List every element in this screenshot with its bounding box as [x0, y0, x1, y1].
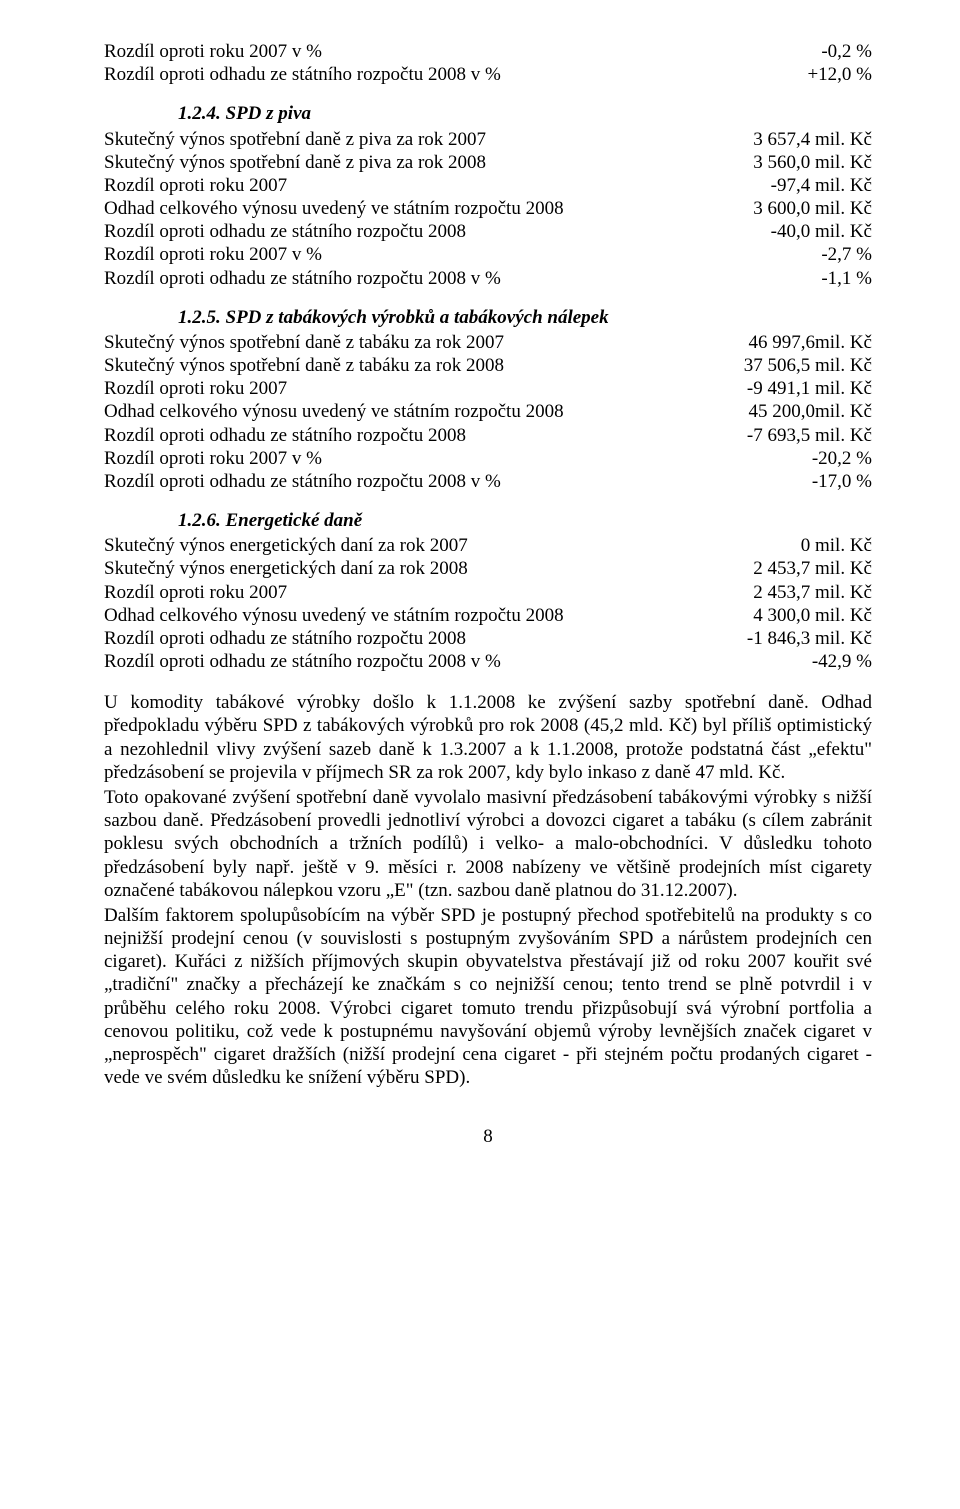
stat-value: -1,1 %	[821, 267, 872, 290]
stat-value: -17,0 %	[812, 470, 872, 493]
stat-row: Rozdíl oproti odhadu ze státního rozpočt…	[104, 627, 872, 650]
stat-value: -2,7 %	[821, 243, 872, 266]
stat-label: Rozdíl oproti roku 2007 v %	[104, 447, 812, 470]
stat-label: Rozdíl oproti odhadu ze státního rozpočt…	[104, 220, 771, 243]
stat-label: Odhad celkového výnosu uvedený ve státní…	[104, 604, 753, 627]
stat-label: Rozdíl oproti odhadu ze státního rozpočt…	[104, 267, 821, 290]
stat-label: Rozdíl oproti roku 2007 v %	[104, 40, 821, 63]
stat-value: -1 846,3 mil. Kč	[747, 627, 872, 650]
stat-value: -9 491,1 mil. Kč	[747, 377, 872, 400]
section-heading-126: 1.2.6. Energetické daně	[178, 509, 872, 532]
stat-value: 2 453,7 mil. Kč	[753, 557, 872, 580]
stat-value: -97,4 mil. Kč	[771, 174, 872, 197]
stat-value: 3 657,4 mil. Kč	[753, 128, 872, 151]
stat-value: 0 mil. Kč	[801, 534, 872, 557]
body-paragraph: U komodity tabákové výrobky došlo k 1.1.…	[104, 691, 872, 784]
stat-label: Rozdíl oproti roku 2007 v %	[104, 243, 821, 266]
stat-row: Rozdíl oproti roku 2007 v % -2,7 %	[104, 243, 872, 266]
stat-value: -40,0 mil. Kč	[771, 220, 872, 243]
stat-value: 2 453,7 mil. Kč	[753, 581, 872, 604]
document-page: Rozdíl oproti roku 2007 v % -0,2 % Rozdí…	[0, 0, 960, 1188]
section-heading-125: 1.2.5. SPD z tabákových výrobků a tabáko…	[178, 306, 872, 329]
stat-label: Odhad celkového výnosu uvedený ve státní…	[104, 197, 753, 220]
stat-value: -7 693,5 mil. Kč	[747, 424, 872, 447]
stat-label: Skutečný výnos spotřební daně z tabáku z…	[104, 331, 749, 354]
stat-label: Odhad celkového výnosu uvedený ve státní…	[104, 400, 749, 423]
section-heading-124: 1.2.4. SPD z piva	[178, 102, 872, 125]
stat-label: Skutečný výnos energetických daní za rok…	[104, 557, 753, 580]
stat-row: Rozdíl oproti roku 2007 v % -20,2 %	[104, 447, 872, 470]
stat-label: Rozdíl oproti odhadu ze státního rozpočt…	[104, 650, 812, 673]
stat-value: 37 506,5 mil. Kč	[744, 354, 872, 377]
stat-row: Rozdíl oproti roku 2007 -9 491,1 mil. Kč	[104, 377, 872, 400]
stat-row: Skutečný výnos spotřební daně z tabáku z…	[104, 354, 872, 377]
stat-row: Rozdíl oproti odhadu ze státního rozpočt…	[104, 220, 872, 243]
body-paragraph: Toto opakované zvýšení spotřební daně vy…	[104, 786, 872, 902]
stat-row: Skutečný výnos spotřební daně z piva za …	[104, 151, 872, 174]
stat-label: Skutečný výnos spotřební daně z piva za …	[104, 151, 753, 174]
stat-row: Rozdíl oproti roku 2007 2 453,7 mil. Kč	[104, 581, 872, 604]
stat-row: Odhad celkového výnosu uvedený ve státní…	[104, 400, 872, 423]
stat-value: 4 300,0 mil. Kč	[753, 604, 872, 627]
stat-label: Skutečný výnos energetických daní za rok…	[104, 534, 801, 557]
stat-row: Odhad celkového výnosu uvedený ve státní…	[104, 604, 872, 627]
stat-row: Rozdíl oproti odhadu ze státního rozpočt…	[104, 650, 872, 673]
stat-label: Rozdíl oproti odhadu ze státního rozpočt…	[104, 424, 747, 447]
stat-value: +12,0 %	[807, 63, 872, 86]
stat-value: -0,2 %	[821, 40, 872, 63]
stat-row: Rozdíl oproti odhadu ze státního rozpočt…	[104, 470, 872, 493]
stat-value: 3 560,0 mil. Kč	[753, 151, 872, 174]
stat-value: 46 997,6mil. Kč	[749, 331, 873, 354]
stat-label: Rozdíl oproti roku 2007	[104, 377, 747, 400]
stat-row: Odhad celkového výnosu uvedený ve státní…	[104, 197, 872, 220]
stat-value: -20,2 %	[812, 447, 872, 470]
stat-value: 3 600,0 mil. Kč	[753, 197, 872, 220]
stat-row: Rozdíl oproti odhadu ze státního rozpočt…	[104, 63, 872, 86]
stat-label: Skutečný výnos spotřební daně z tabáku z…	[104, 354, 744, 377]
stat-row: Rozdíl oproti odhadu ze státního rozpočt…	[104, 424, 872, 447]
stat-row: Rozdíl oproti roku 2007 -97,4 mil. Kč	[104, 174, 872, 197]
stat-row: Rozdíl oproti roku 2007 v % -0,2 %	[104, 40, 872, 63]
stat-label: Rozdíl oproti odhadu ze státního rozpočt…	[104, 470, 812, 493]
stat-label: Rozdíl oproti odhadu ze státního rozpočt…	[104, 63, 807, 86]
page-number: 8	[104, 1125, 872, 1148]
stat-row: Rozdíl oproti odhadu ze státního rozpočt…	[104, 267, 872, 290]
stat-row: Skutečný výnos energetických daní za rok…	[104, 557, 872, 580]
stat-label: Rozdíl oproti odhadu ze státního rozpočt…	[104, 627, 747, 650]
stat-row: Skutečný výnos energetických daní za rok…	[104, 534, 872, 557]
stat-row: Skutečný výnos spotřební daně z tabáku z…	[104, 331, 872, 354]
stat-value: -42,9 %	[812, 650, 872, 673]
body-paragraph: Dalším faktorem spolupůsobícím na výběr …	[104, 904, 872, 1089]
stat-value: 45 200,0mil. Kč	[749, 400, 873, 423]
stat-label: Rozdíl oproti roku 2007	[104, 174, 771, 197]
stat-label: Rozdíl oproti roku 2007	[104, 581, 753, 604]
stat-row: Skutečný výnos spotřební daně z piva za …	[104, 128, 872, 151]
stat-label: Skutečný výnos spotřební daně z piva za …	[104, 128, 753, 151]
